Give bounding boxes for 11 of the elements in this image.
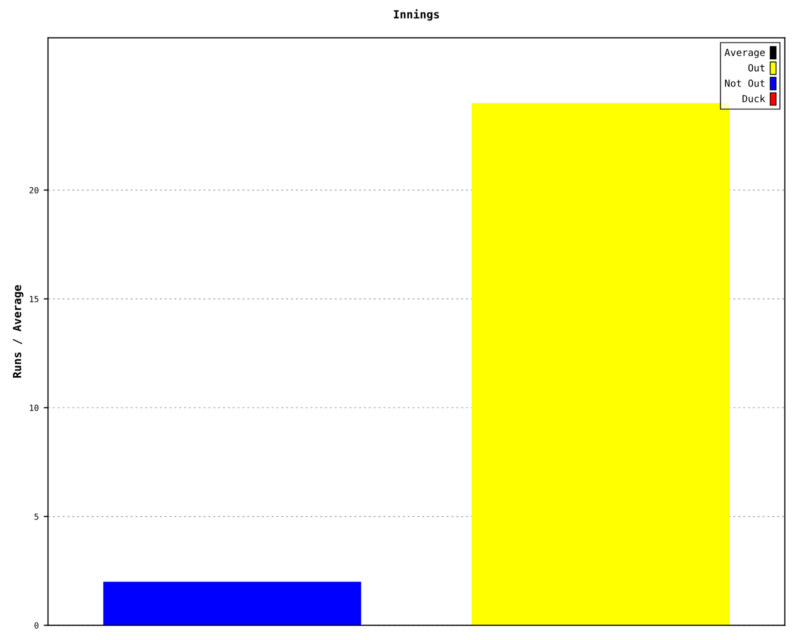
chart-title: Innings xyxy=(394,9,439,21)
y-tick-label: 15 xyxy=(30,296,38,302)
legend-label: Not Out xyxy=(725,80,764,87)
legend-label: Out xyxy=(748,64,764,72)
y-tick-label: 5 xyxy=(34,514,38,520)
y-tick-label: 10 xyxy=(30,404,38,411)
legend-label: Average xyxy=(724,48,765,58)
y-axis-title: Runs / Average xyxy=(12,285,24,378)
y-tick-label: 0 xyxy=(34,622,38,629)
legend-label: Duck xyxy=(742,94,766,102)
y-tick-label: 20 xyxy=(30,187,38,194)
